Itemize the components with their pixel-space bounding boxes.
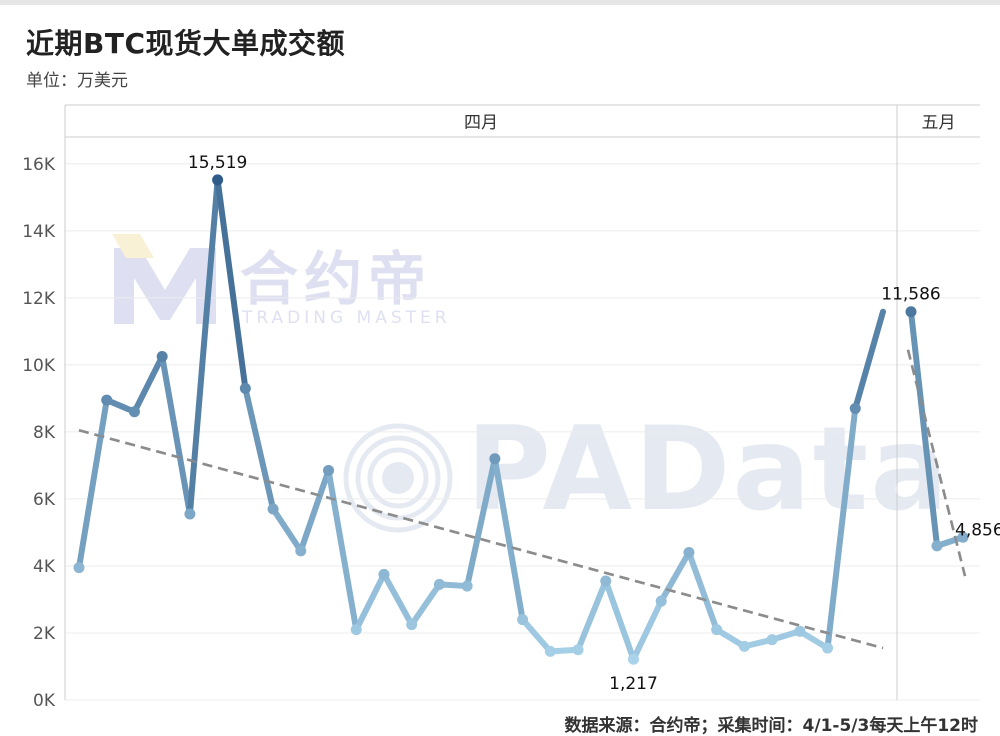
series-line-segment (824, 405, 859, 652)
data-point (156, 351, 168, 363)
data-source-note: 数据来源：合约帝；采集时间：4/1-5/3每天上午12时 (564, 716, 978, 736)
data-point (627, 653, 639, 665)
series-line-segment (159, 353, 193, 518)
logo-mark-icon (112, 234, 216, 324)
padata-ring-icon (343, 423, 453, 533)
series-line-segment (186, 176, 221, 518)
series-line-segment (325, 467, 360, 633)
y-tick-label: 8K (33, 423, 56, 443)
series-line-segment (76, 397, 110, 571)
watermark-padata-text: PAData (466, 402, 951, 537)
data-point (766, 634, 778, 646)
y-tick-label: 10K (22, 356, 56, 376)
data-point (184, 508, 196, 520)
series-line-segment (131, 353, 166, 415)
y-tick-label: 14K (22, 222, 56, 242)
data-label: 11,586 (881, 285, 940, 305)
chart-title: 近期BTC现货大单成交额 (26, 27, 345, 60)
watermark-padata: PAData (338, 402, 978, 540)
series-line-segment (575, 578, 609, 653)
series-line-segment (353, 571, 387, 633)
series-line-segment (908, 308, 940, 549)
data-point (239, 382, 251, 394)
series-line-segment (297, 467, 332, 554)
top-strip (0, 0, 1000, 5)
data-point (212, 174, 224, 186)
y-tick-label: 16K (22, 155, 56, 175)
trend-line-overlay (906, 349, 967, 577)
data-point (794, 625, 806, 637)
data-point (683, 547, 695, 559)
series-line-segment (852, 308, 886, 412)
data-point (600, 575, 612, 587)
data-point (517, 614, 529, 626)
data-point (267, 503, 279, 515)
data-label: 4,856 (955, 520, 1000, 540)
y-tick-label: 0K (33, 691, 56, 711)
series-line-segment (242, 385, 277, 512)
trend-line-overlay (78, 429, 884, 650)
data-point (323, 464, 335, 476)
data-point (489, 453, 501, 465)
data-point (957, 531, 969, 543)
data-point (711, 624, 723, 636)
series-line-segment (464, 455, 498, 590)
data-label: 1,217 (609, 674, 658, 694)
data-point (128, 406, 140, 418)
data-point (461, 580, 473, 592)
watermark-logo: 合约帝 TRADING MASTER (110, 228, 470, 338)
y-tick-label: 6K (33, 490, 56, 510)
y-tick-label: 12K (22, 289, 56, 309)
series-line-segment (380, 571, 415, 628)
data-point (378, 568, 390, 580)
data-point (738, 640, 750, 652)
series-line-segment (270, 505, 304, 554)
data-point (544, 645, 556, 657)
data-point (295, 545, 307, 557)
data-point (406, 619, 418, 631)
series-line-segment (214, 176, 249, 392)
panel-header-label: 五月 (922, 113, 956, 133)
data-point (350, 624, 362, 636)
series-line-segment (630, 598, 665, 663)
data-point (655, 595, 667, 607)
series-line-segment (519, 616, 554, 655)
y-tick-label: 4K (33, 557, 56, 577)
data-point (849, 402, 861, 414)
series-line-segment (408, 581, 443, 628)
data-point (101, 394, 113, 406)
series-line-segment (491, 455, 526, 623)
watermark-en-text: TRADING MASTER (242, 308, 451, 328)
series-line-segment (658, 549, 692, 605)
data-point (931, 540, 943, 552)
watermark-cn-text: 合约帝 (240, 245, 433, 313)
series-line-segment (685, 549, 720, 633)
data-point (433, 578, 445, 590)
data-point (905, 306, 917, 318)
y-tick-label: 2K (33, 624, 56, 644)
chart-subtitle: 单位：万美元 (26, 71, 128, 91)
series-line-segment (602, 578, 637, 663)
data-point (572, 644, 584, 656)
data-point (73, 562, 85, 574)
data-label: 15,519 (188, 153, 247, 173)
data-point (822, 642, 834, 654)
panel-header-label: 四月 (464, 113, 498, 133)
